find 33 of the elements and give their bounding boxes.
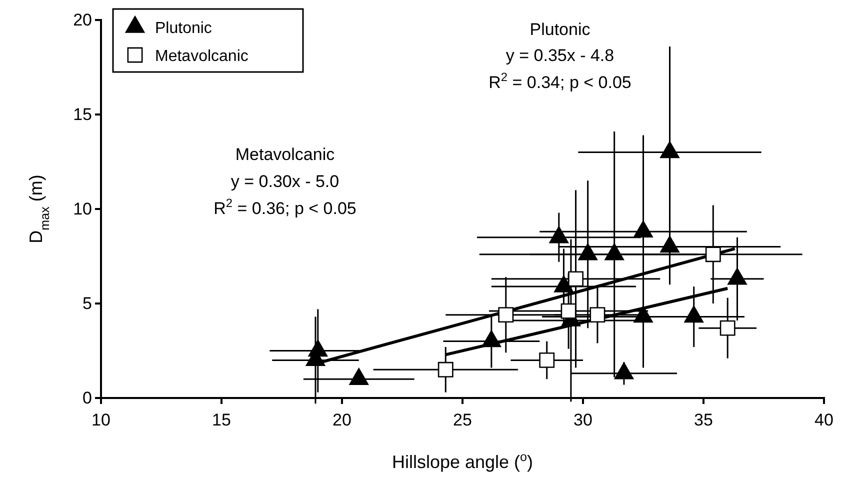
annotation: R$^{2}$ = 0.36; p < 0.05 <box>214 196 356 218</box>
x-tick-label: 15 <box>212 410 231 430</box>
annotation: y = 0.30x - 5.0 <box>230 172 340 191</box>
point <box>728 268 747 285</box>
point <box>684 306 704 323</box>
x-axis-title: Hillslope angle ($^{o}$) <box>392 450 534 472</box>
y-tick-label: 20 <box>73 10 92 30</box>
point <box>660 236 680 253</box>
annotation: Plutonic <box>530 20 591 39</box>
point <box>614 362 634 380</box>
point <box>554 275 574 292</box>
point <box>482 330 502 348</box>
point <box>634 220 653 238</box>
legend-label: Metavolcanic <box>155 48 248 65</box>
point <box>604 243 624 260</box>
x-tick-label: 40 <box>814 410 834 430</box>
point <box>578 243 598 260</box>
x-tick-label: 30 <box>574 410 592 430</box>
point <box>660 141 680 158</box>
annotation: R$^{2}$ = 0.34; p < 0.05 <box>488 70 632 92</box>
point <box>634 306 653 323</box>
y-tick-label: 15 <box>73 104 92 124</box>
point <box>349 368 369 385</box>
point <box>549 226 569 244</box>
annotation: Metavolcanic <box>235 145 336 164</box>
x-tick-label: 25 <box>453 410 472 430</box>
x-tick-label: 35 <box>694 410 713 430</box>
legend-label: Plutonic <box>155 20 212 37</box>
annotation: y = 0.35x - 4.8 <box>506 46 614 65</box>
x-tick-label: 20 <box>332 410 352 430</box>
y-tick-label: 0 <box>82 388 92 408</box>
y-tick-label: 10 <box>73 199 92 218</box>
y-tick-label: 5 <box>82 294 92 313</box>
